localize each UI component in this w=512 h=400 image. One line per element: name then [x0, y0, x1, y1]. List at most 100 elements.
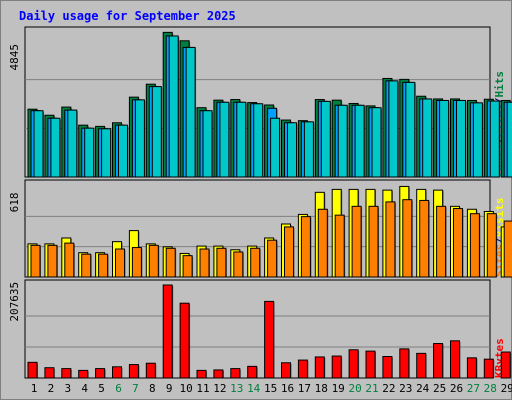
y-max-label: 207635: [8, 282, 21, 322]
day-label: 29: [501, 382, 512, 395]
bar: [236, 101, 247, 178]
bar: [115, 248, 125, 278]
day-label: 1: [31, 382, 38, 395]
day-label: 4: [81, 382, 88, 395]
series-sites: [30, 199, 512, 278]
bar: [202, 110, 213, 178]
bar: [284, 226, 294, 278]
bar: [439, 99, 450, 178]
bar: [503, 220, 512, 278]
bar: [436, 205, 447, 278]
bar: [422, 98, 433, 178]
day-label: 21: [365, 382, 378, 395]
bar: [134, 99, 145, 178]
bar: [61, 368, 72, 379]
bar: [128, 364, 139, 379]
bar: [405, 81, 416, 178]
bar: [253, 103, 264, 178]
bar: [112, 366, 122, 379]
day-label: 14: [247, 382, 261, 395]
bar: [264, 300, 275, 379]
bar: [67, 109, 78, 178]
bar: [450, 340, 460, 379]
bar: [287, 122, 297, 178]
day-label: 5: [98, 382, 105, 395]
day-label: 17: [298, 382, 311, 395]
bar: [483, 358, 494, 379]
bar: [118, 124, 128, 178]
bar: [213, 369, 224, 379]
y-max-label: 618: [8, 192, 21, 212]
bar: [185, 46, 196, 178]
bar: [50, 117, 61, 178]
bar: [162, 284, 173, 379]
day-label: 10: [179, 382, 192, 395]
bar: [365, 350, 376, 379]
bar: [388, 80, 399, 178]
bar: [30, 244, 41, 278]
bar: [33, 110, 44, 178]
day-label: 16: [281, 382, 294, 395]
bar: [78, 369, 89, 379]
bar: [199, 248, 210, 278]
bar: [382, 356, 393, 379]
bar: [351, 205, 362, 278]
bar: [453, 208, 463, 278]
day-label: 13: [230, 382, 243, 395]
series-kbytes: [27, 284, 512, 379]
bar: [179, 302, 190, 379]
day-label: 6: [115, 382, 122, 395]
bar: [216, 247, 227, 278]
bar: [489, 100, 500, 178]
bar: [300, 216, 311, 278]
bar: [219, 101, 230, 178]
legend-item: /: [493, 237, 506, 244]
day-label: 25: [433, 382, 446, 395]
bar: [196, 369, 207, 379]
day-label: 27: [467, 382, 480, 395]
day-label: 3: [64, 382, 71, 395]
day-label: 20: [348, 382, 361, 395]
bar: [98, 253, 109, 278]
bar: [371, 107, 382, 178]
bar: [368, 205, 379, 278]
bar: [456, 99, 466, 178]
bar: [314, 356, 325, 379]
bar: [145, 362, 156, 379]
bar: [247, 365, 258, 379]
bar: [47, 244, 58, 278]
day-label: 24: [416, 382, 430, 395]
bar: [385, 201, 396, 278]
bar: [466, 357, 477, 379]
day-label: 18: [315, 382, 328, 395]
day-label: 22: [382, 382, 395, 395]
bar: [486, 213, 497, 278]
bar: [168, 35, 179, 178]
legend-item: Hits: [493, 71, 506, 98]
bar: [148, 244, 159, 278]
bar: [348, 349, 359, 379]
bar: [44, 367, 55, 379]
bar: [419, 199, 430, 278]
day-label: 23: [399, 382, 412, 395]
bar: [416, 352, 427, 379]
day-label: 15: [264, 382, 277, 395]
bar: [469, 213, 480, 278]
bar: [267, 239, 278, 278]
bar: [433, 343, 444, 379]
bar: [334, 214, 345, 278]
bar: [281, 362, 291, 379]
bar: [472, 102, 483, 178]
y-max-label: 4845: [8, 44, 21, 71]
bar: [270, 117, 281, 178]
bar: [399, 348, 410, 379]
panel-pages-files-hits: 4845Pages/Files/Hits: [8, 26, 512, 178]
day-label: 8: [149, 382, 156, 395]
bar: [317, 208, 328, 278]
day-label: 26: [450, 382, 463, 395]
day-label: 11: [196, 382, 209, 395]
day-label: 2: [48, 382, 55, 395]
